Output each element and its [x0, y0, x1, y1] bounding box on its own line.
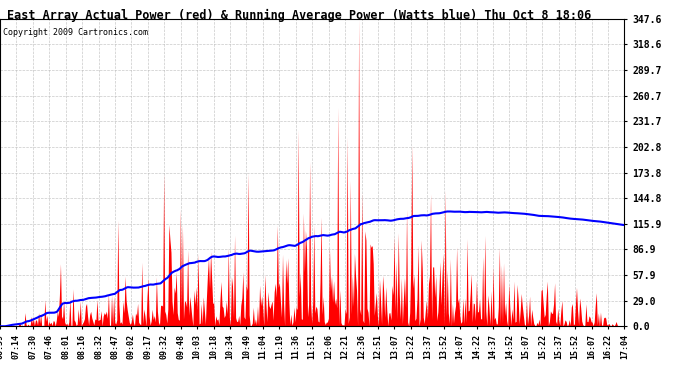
Text: Copyright 2009 Cartronics.com: Copyright 2009 Cartronics.com	[3, 28, 148, 37]
Text: East Array Actual Power (red) & Running Average Power (Watts blue) Thu Oct 8 18:: East Array Actual Power (red) & Running …	[7, 9, 591, 22]
